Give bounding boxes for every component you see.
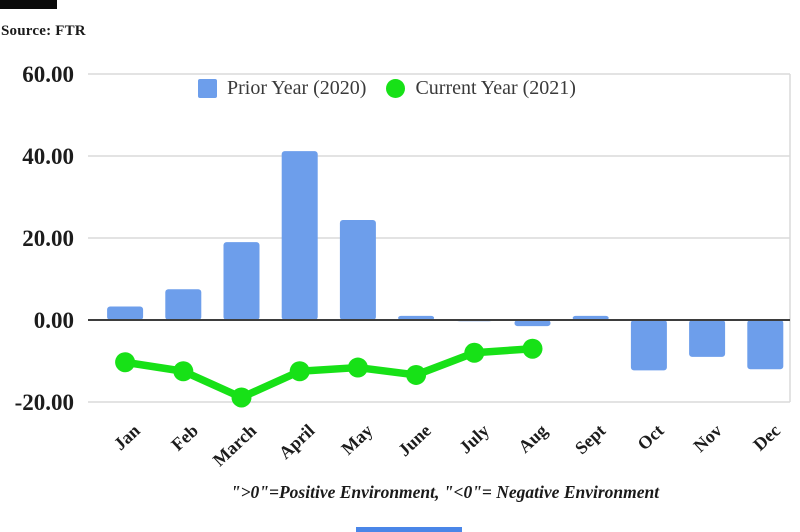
y-tick-label: -20.00 <box>15 390 74 415</box>
chart-caption: ">0"=Positive Environment, "<0"= Negativ… <box>230 482 660 502</box>
bar-feb <box>165 289 202 320</box>
x-tick-label-oct: Oct <box>634 420 668 454</box>
legend-label-prior-year: Prior Year (2020) <box>227 77 367 99</box>
line-marker-june <box>406 364 427 385</box>
x-tick-label-march: March <box>209 420 260 470</box>
line-marker-may <box>347 357 368 378</box>
legend: Prior Year (2020) Current Year (2021) <box>198 77 576 100</box>
x-tick-label-june: June <box>394 420 435 460</box>
line-marker-july <box>464 342 485 363</box>
x-tick-label-april: April <box>275 420 319 463</box>
line-marker-aug <box>522 338 543 359</box>
x-tick-label-dec: Dec <box>749 420 784 454</box>
x-tick-label-aug: Aug <box>514 420 551 456</box>
line-marker-march <box>231 387 252 408</box>
legend-label-current-year: Current Year (2021) <box>415 77 576 99</box>
x-tick-label-nov: Nov <box>690 420 726 456</box>
line-marker-feb <box>173 361 194 382</box>
y-tick-label: 40.00 <box>22 144 74 169</box>
bar-aug <box>514 320 551 327</box>
window-crop-artifact <box>0 0 57 9</box>
bar-april <box>281 151 318 320</box>
y-tick-label: 60.00 <box>22 62 74 87</box>
current-year-line <box>121 344 537 402</box>
x-tick-label-jan: Jan <box>110 420 144 454</box>
bar-nov <box>689 320 726 357</box>
legend-item-current-year: Current Year (2021) <box>386 77 576 100</box>
x-tick-label-sept: Sept <box>571 420 610 458</box>
x-tick-label-feb: Feb <box>167 420 202 454</box>
bar-sept <box>572 315 609 320</box>
bottom-crop-artifact <box>356 527 462 532</box>
legend-item-prior-year: Prior Year (2020) <box>198 77 366 100</box>
x-tick-label-july: July <box>455 420 493 457</box>
x-tick-label-may: May <box>337 420 376 458</box>
line-marker-jan <box>115 352 136 373</box>
bar-march <box>223 242 260 320</box>
bar-oct <box>630 320 667 371</box>
bar-may <box>339 219 376 320</box>
y-tick-label: 0.00 <box>34 308 74 333</box>
bar-dec <box>747 320 784 370</box>
line-series-swatch <box>386 79 406 98</box>
y-tick-label: 20.00 <box>22 226 74 251</box>
source-note: Source: FTR <box>1 23 86 39</box>
bar-jan <box>107 306 144 320</box>
bar-june <box>398 315 435 320</box>
bar-series-swatch <box>198 79 217 98</box>
line-marker-april <box>289 361 310 382</box>
